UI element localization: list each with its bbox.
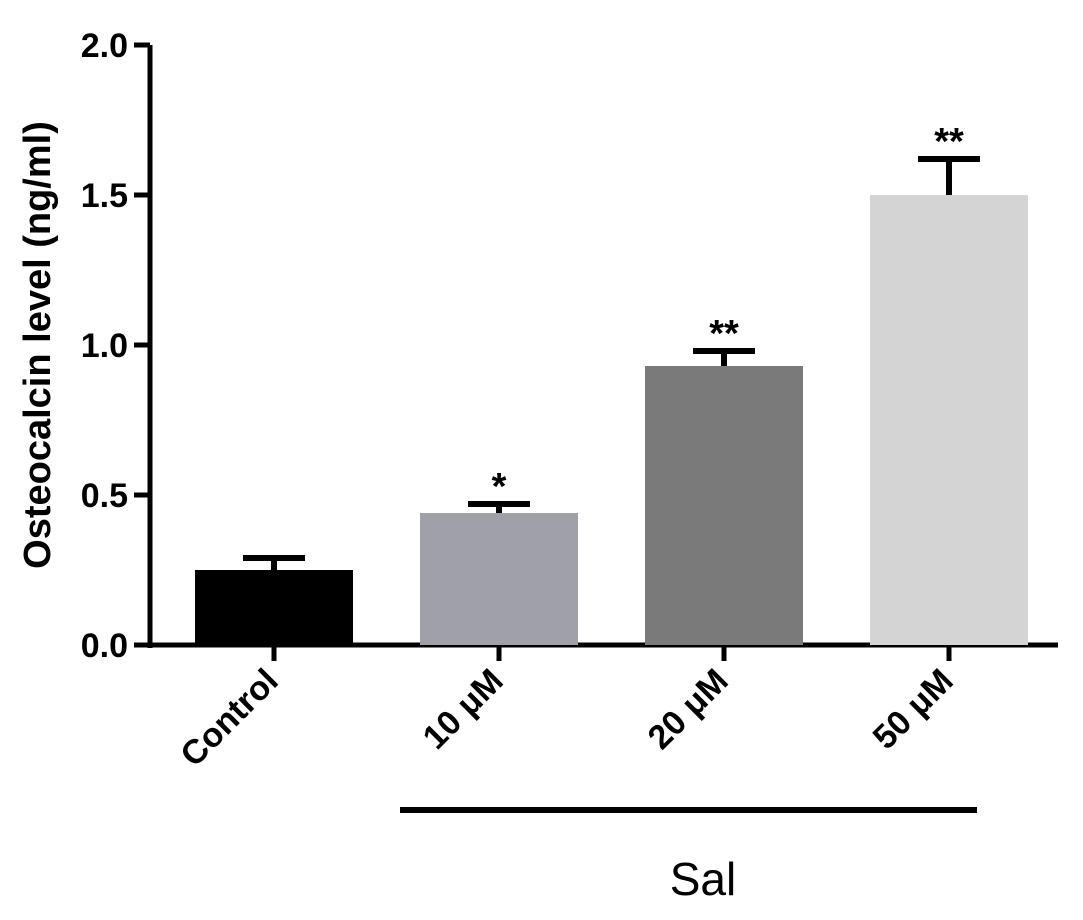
y-axis: 0.0 0.5 1.0 1.5 2.0 (81, 27, 153, 665)
y-tick-label: 1.0 (81, 327, 128, 365)
bar (645, 366, 803, 645)
significance-marker: ** (709, 313, 739, 355)
y-tick-label: 1.5 (81, 177, 128, 215)
significance-marker: * (492, 466, 507, 508)
significance-markers: ***** (492, 121, 964, 508)
y-tick-label: 0.5 (81, 477, 128, 515)
category-label: Control (173, 662, 285, 774)
group-label: Sal (670, 853, 736, 905)
y-tick-label: 2.0 (81, 27, 128, 65)
category-label: 10 μM (416, 662, 511, 757)
y-axis-label: Osteocalcin level (ng/ml) (17, 121, 59, 569)
category-label: 50 μM (866, 662, 961, 757)
group-bracket: Sal (400, 807, 977, 905)
x-axis (148, 642, 1058, 661)
category-label: 20 μM (641, 662, 736, 757)
y-tick-label: 0.0 (81, 627, 128, 665)
bar (870, 195, 1028, 645)
significance-marker: ** (934, 121, 964, 163)
error-bars (243, 156, 980, 570)
category-labels: Control 10 μM 20 μM 50 μM (173, 662, 960, 774)
bar (420, 513, 578, 645)
bar (195, 570, 353, 645)
bars (195, 195, 1028, 645)
